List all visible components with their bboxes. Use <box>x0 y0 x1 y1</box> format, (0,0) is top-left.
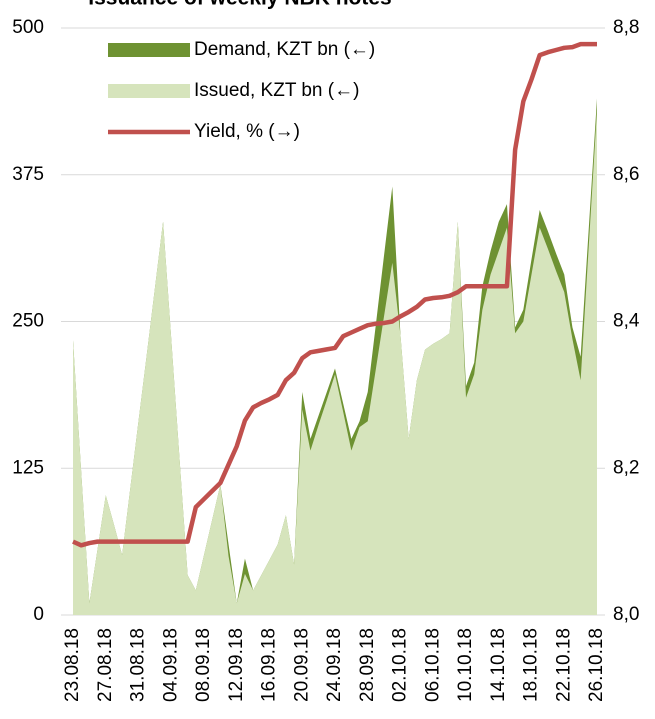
x-tick-label: 16.09.18 <box>259 628 280 702</box>
legend-label: Demand, KZT bn (←) <box>194 39 375 60</box>
y-tick-label: 500 <box>12 17 44 38</box>
legend-swatch <box>108 84 190 98</box>
x-tick-label: 27.08.18 <box>95 628 116 702</box>
x-tick-label: 12.09.18 <box>226 628 247 702</box>
line <box>72 41 597 548</box>
legend-label: Yield, % (→) <box>194 121 300 142</box>
chart-title: Issuance of weekly NBK notes <box>88 0 391 10</box>
y-tick-label: 0 <box>33 604 44 625</box>
x-tick-label: 10.10.18 <box>455 628 476 702</box>
x-tick-label: 14.10.18 <box>488 628 509 702</box>
x-tick-label: 18.10.18 <box>521 628 542 702</box>
y2-tick-label: 8,2 <box>613 457 639 478</box>
x-tick-label: 23.08.18 <box>62 628 83 702</box>
legend-label: Issued, KZT bn (←) <box>194 80 359 101</box>
x-tick-label: 24.09.18 <box>324 628 345 702</box>
x-tick-label: 26.10.18 <box>586 628 607 702</box>
y2-tick-label: 8,6 <box>613 164 639 185</box>
y2-tick-label: 8,8 <box>613 17 639 38</box>
area <box>73 110 597 616</box>
x-tick-label: 28.09.18 <box>357 628 378 702</box>
y-tick-label: 375 <box>12 164 44 185</box>
legend-swatch <box>108 43 190 57</box>
x-tick-label: 02.10.18 <box>390 628 411 702</box>
y-tick-label: 250 <box>12 311 44 332</box>
x-tick-label: 08.09.18 <box>193 628 214 702</box>
x-tick-label: 22.10.18 <box>553 628 574 702</box>
x-tick-label: 04.09.18 <box>160 628 181 702</box>
x-tick-label: 06.10.18 <box>422 628 443 702</box>
y-tick-label: 125 <box>12 457 44 478</box>
y2-tick-label: 8,4 <box>613 311 640 332</box>
x-tick-label: 31.08.18 <box>128 628 149 702</box>
y2-tick-label: 8,0 <box>613 604 639 625</box>
x-tick-label: 20.09.18 <box>291 628 312 702</box>
